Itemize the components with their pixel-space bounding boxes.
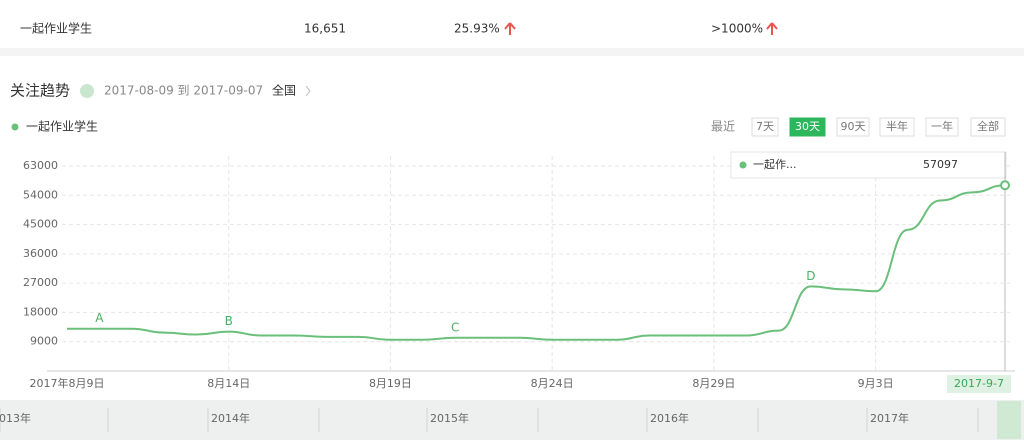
timeline-label: 2013年 bbox=[0, 411, 31, 425]
y-tick-label: 45000 bbox=[23, 218, 58, 231]
y-tick-label: 18000 bbox=[23, 305, 58, 318]
trend-line bbox=[67, 184, 1006, 341]
range-label: 最近 bbox=[711, 120, 735, 134]
x-tick-label: 8月29日 bbox=[692, 377, 735, 390]
summary-value: 16,651 bbox=[304, 22, 346, 36]
range-button[interactable] bbox=[925, 117, 959, 137]
y-tick-label: 27000 bbox=[23, 276, 58, 289]
region[interactable]: 全国 bbox=[272, 83, 296, 98]
y-tick-label: 36000 bbox=[23, 247, 58, 260]
timeline-handle[interactable] bbox=[997, 401, 1021, 439]
tooltip bbox=[730, 151, 1007, 179]
x-tick-label: 8月24日 bbox=[531, 377, 574, 390]
section-title: 关注趋势 bbox=[10, 82, 70, 100]
summary-change-long: >1000% bbox=[711, 22, 763, 36]
range-button-label[interactable]: 全部 bbox=[977, 119, 999, 133]
annotation: C bbox=[451, 320, 459, 334]
y-tick-label: 9000 bbox=[30, 335, 58, 348]
range-button[interactable] bbox=[970, 117, 1006, 137]
range-button-label[interactable]: 半年 bbox=[886, 119, 908, 133]
range-button[interactable] bbox=[789, 117, 826, 137]
y-tick-label: 54000 bbox=[23, 188, 58, 201]
date-range: 2017-08-09 到 2017-09-07 bbox=[104, 84, 263, 98]
range-button-label[interactable]: 30天 bbox=[795, 120, 820, 133]
help-icon[interactable] bbox=[80, 84, 94, 98]
timeline-label: 2014年 bbox=[211, 411, 250, 425]
x-tick-label: 2017-9-7 bbox=[954, 377, 1004, 390]
x-tick-label: 8月19日 bbox=[369, 377, 412, 390]
range-button-label[interactable]: 7天 bbox=[756, 120, 774, 133]
range-button-label[interactable]: 一年 bbox=[931, 119, 953, 133]
summary-name: 一起作业学生 bbox=[20, 21, 92, 36]
y-tick-label: 63000 bbox=[23, 159, 58, 172]
x-label-highlight bbox=[947, 375, 1011, 393]
divider bbox=[0, 48, 1024, 56]
annotation: A bbox=[95, 311, 104, 325]
tooltip-label: 一起作... bbox=[753, 158, 797, 171]
up-arrow bbox=[766, 22, 778, 35]
timeline-label: 2015年 bbox=[430, 411, 469, 425]
summary-change: 25.93% bbox=[454, 22, 500, 36]
x-tick-label: 9月3日 bbox=[858, 377, 894, 390]
x-tick-label: 2017年8月9日 bbox=[30, 376, 105, 390]
legend-label[interactable]: 一起作业学生 bbox=[26, 119, 98, 134]
legend-dot bbox=[11, 123, 19, 131]
annotation: D bbox=[806, 269, 815, 283]
range-button[interactable] bbox=[879, 117, 915, 137]
range-button[interactable] bbox=[751, 117, 779, 137]
hover-point bbox=[1000, 180, 1010, 191]
timeline-label: 2016年 bbox=[650, 411, 689, 425]
range-button[interactable] bbox=[836, 117, 870, 137]
range-button-label[interactable]: 90天 bbox=[841, 120, 866, 133]
annotation: B bbox=[225, 314, 233, 328]
timeline-label: 2017年 bbox=[870, 411, 909, 425]
x-tick-label: 8月14日 bbox=[207, 377, 250, 390]
timeline-band bbox=[0, 400, 1024, 440]
tooltip-dot bbox=[739, 161, 747, 169]
tooltip-value: 57097 bbox=[923, 158, 958, 171]
region-arrow bbox=[305, 85, 311, 97]
up-arrow bbox=[504, 22, 516, 35]
